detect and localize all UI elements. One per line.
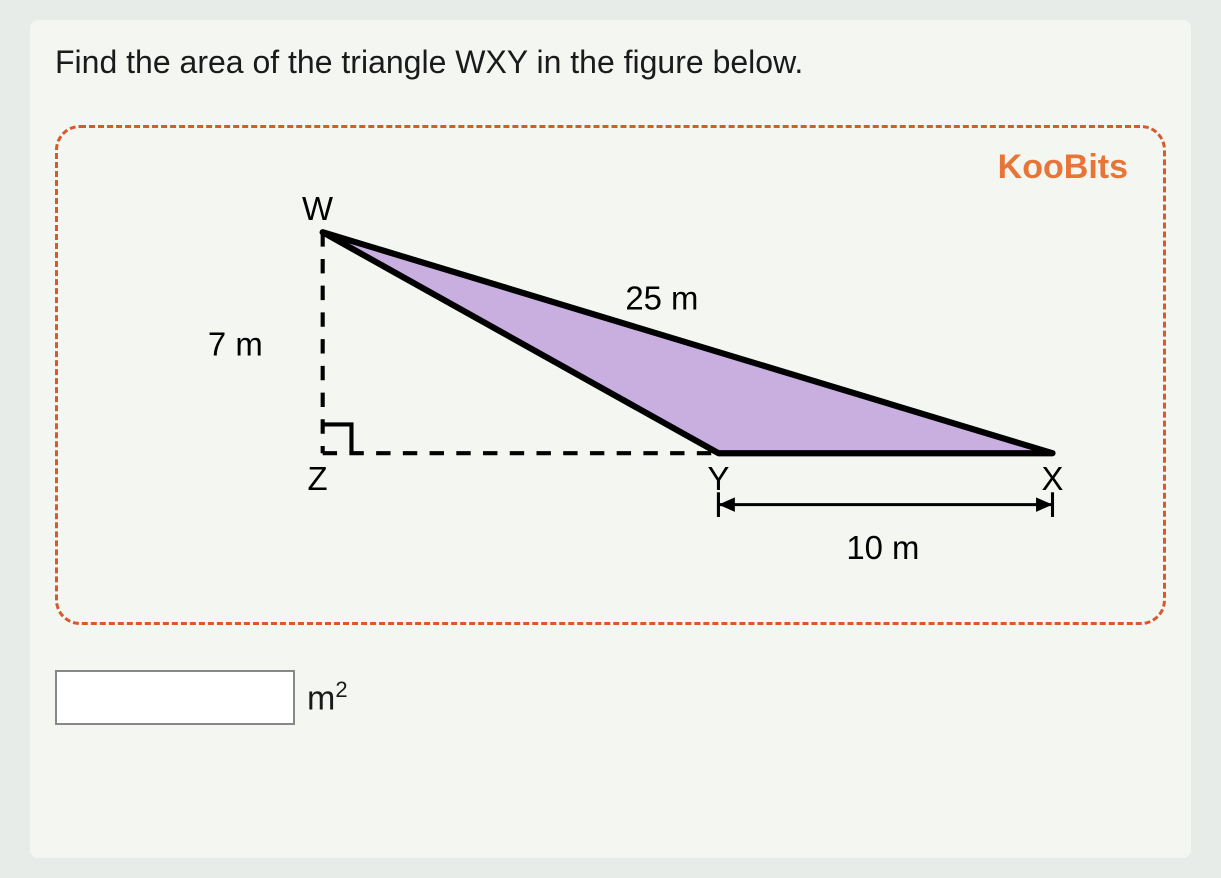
- svg-text:W: W: [302, 190, 333, 227]
- svg-text:25 m: 25 m: [625, 279, 698, 316]
- question-text: Find the area of the triangle WXY in the…: [55, 40, 1166, 85]
- answer-input[interactable]: [55, 670, 295, 725]
- svg-text:Y: Y: [707, 460, 729, 497]
- triangle-diagram-svg: W Z Y X 7 m 25 m 10 m: [93, 150, 1128, 592]
- answer-unit: m2: [307, 677, 348, 718]
- svg-text:Z: Z: [307, 460, 327, 497]
- answer-row: m2: [55, 670, 1166, 725]
- question-container: Find the area of the triangle WXY in the…: [30, 20, 1191, 858]
- unit-base: m: [307, 679, 335, 717]
- figure-box: KooBits WZYX7 m25 m10 m: [55, 125, 1166, 625]
- svg-text:X: X: [1042, 460, 1064, 497]
- svg-text:7 m: 7 m: [208, 325, 263, 362]
- unit-exponent: 2: [335, 677, 347, 702]
- svg-text:10 m: 10 m: [846, 529, 919, 566]
- diagram: W Z Y X 7 m 25 m 10 m: [93, 150, 1128, 592]
